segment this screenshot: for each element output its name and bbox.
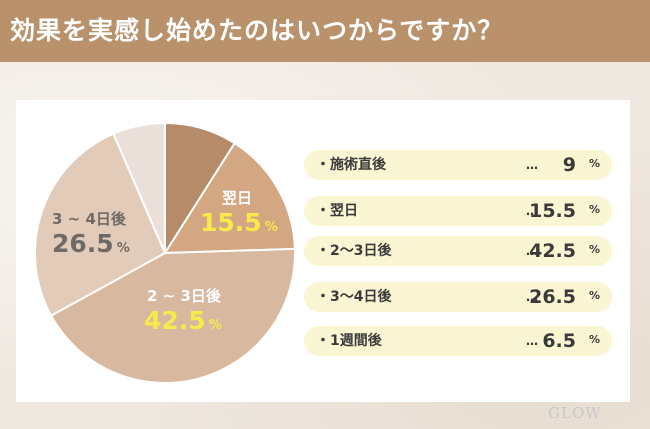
legend-item: ・1週間後 … 6.5%: [304, 326, 612, 356]
legend-item: ・翌日 … 15.5%: [304, 196, 612, 226]
pie-label-unit: %: [264, 220, 278, 235]
pie-label-value: 26.5: [52, 229, 114, 258]
pie-label-value: 42.5: [144, 306, 206, 335]
legend-item-dots: …: [526, 158, 538, 172]
legend-item-label: ・2〜3日後: [316, 243, 392, 259]
brand-logo: GLOW: [548, 404, 602, 422]
pie-label-category: 3 ~ 4日後: [52, 210, 126, 228]
legend-item: ・施術直後 … 9%: [304, 150, 612, 180]
legend-item-label: ・1週間後: [316, 333, 382, 349]
legend-item-unit: %: [588, 289, 600, 302]
legend-item-label: ・3〜4日後: [316, 289, 392, 305]
pie-label-3-4-days: 3 ~ 4日後 26.5%: [52, 208, 130, 258]
legend-item-value: 26.5: [529, 286, 576, 308]
legend-item-dots: …: [526, 290, 538, 304]
legend-item-unit: %: [588, 333, 600, 346]
legend-item-label: ・施術直後: [316, 157, 386, 173]
pie-label-next-day: 翌日 15.5%: [200, 187, 278, 237]
legend-item-value: 15.5: [529, 200, 576, 222]
pie-label-category: 翌日: [222, 189, 253, 207]
pie-slice-4: [112, 121, 166, 254]
pie-label-2-3-days: 2 ~ 3日後 42.5%: [144, 285, 222, 335]
legend-item-value: 42.5: [529, 240, 576, 262]
legend-item-dots: …: [526, 204, 538, 218]
pie-slice-1: [163, 141, 296, 255]
legend-item-unit: %: [588, 157, 600, 170]
legend-item-unit: %: [588, 203, 600, 216]
pie-label-value: 15.5: [200, 208, 262, 237]
pie-label-unit: %: [116, 241, 130, 256]
legend-item: ・3〜4日後 … 26.5%: [304, 282, 612, 312]
legend-item-label: ・翌日: [316, 203, 358, 219]
legend-item-dots: …: [526, 244, 538, 258]
legend-item-value: 9: [562, 154, 576, 176]
legend-item-dots: …: [526, 334, 538, 348]
page-title: 効果を実感し始めたのはいつからですか？: [0, 0, 650, 62]
pie-label-category: 2 ~ 3日後: [147, 287, 221, 305]
legend-item-unit: %: [588, 243, 600, 256]
pie-label-unit: %: [208, 318, 222, 333]
legend-item: ・2〜3日後 … 42.5%: [304, 236, 612, 266]
legend-item-value: 6.5: [542, 330, 576, 352]
